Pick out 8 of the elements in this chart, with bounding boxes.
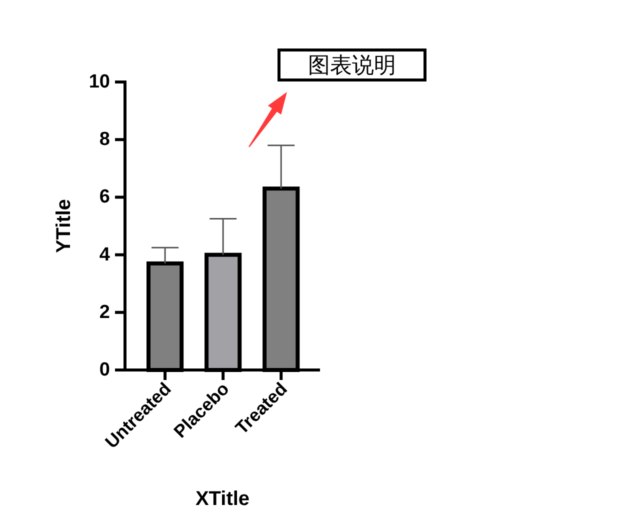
y-tick-label: 2 xyxy=(99,302,110,323)
y-tick-label: 10 xyxy=(88,72,110,92)
y-tick-label: 6 xyxy=(99,186,110,208)
y-tick-label: 0 xyxy=(99,360,110,380)
y-tick-label: 4 xyxy=(99,244,110,266)
y-tick-label: 8 xyxy=(99,129,110,150)
x-axis-title: XTitle xyxy=(195,488,250,510)
y-axis-title: YTitle xyxy=(53,198,75,254)
